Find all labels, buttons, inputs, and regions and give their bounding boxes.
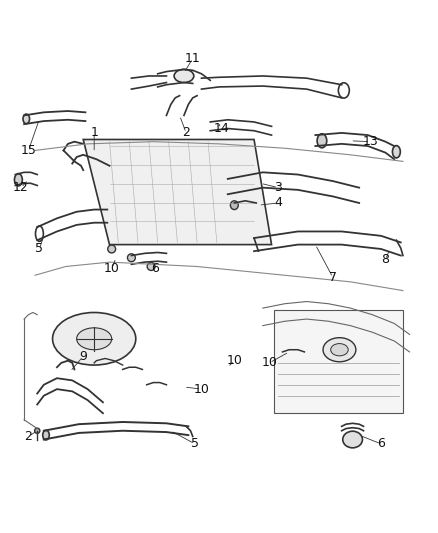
Text: 1: 1 <box>90 126 98 140</box>
Text: 2: 2 <box>182 126 190 140</box>
Text: 15: 15 <box>21 144 36 157</box>
Text: 3: 3 <box>274 181 282 194</box>
Text: 13: 13 <box>362 135 378 148</box>
Polygon shape <box>83 140 272 245</box>
Text: 6: 6 <box>152 262 159 275</box>
Text: 5: 5 <box>191 438 199 450</box>
Text: 4: 4 <box>274 197 282 209</box>
Text: 10: 10 <box>104 262 120 275</box>
Ellipse shape <box>230 201 238 209</box>
Ellipse shape <box>23 114 29 124</box>
Ellipse shape <box>174 69 194 83</box>
Text: 10: 10 <box>261 357 277 369</box>
Ellipse shape <box>14 174 22 186</box>
Ellipse shape <box>127 254 135 262</box>
Text: 12: 12 <box>13 181 29 194</box>
Text: 9: 9 <box>79 350 87 363</box>
Polygon shape <box>274 310 403 413</box>
Ellipse shape <box>392 146 400 158</box>
Ellipse shape <box>331 344 348 356</box>
Text: 6: 6 <box>377 438 385 450</box>
Text: 5: 5 <box>35 243 43 255</box>
Ellipse shape <box>147 263 155 270</box>
Text: 7: 7 <box>329 271 337 284</box>
Text: 10: 10 <box>226 354 242 367</box>
Ellipse shape <box>35 428 40 433</box>
Ellipse shape <box>53 312 136 365</box>
Ellipse shape <box>343 431 363 448</box>
Text: 2: 2 <box>25 430 32 443</box>
Text: 11: 11 <box>185 52 201 65</box>
Text: 14: 14 <box>213 122 229 135</box>
Ellipse shape <box>108 245 116 253</box>
Text: 8: 8 <box>381 253 389 266</box>
Ellipse shape <box>77 328 112 350</box>
Ellipse shape <box>42 430 49 440</box>
Ellipse shape <box>323 338 356 362</box>
Text: 10: 10 <box>194 383 209 395</box>
Ellipse shape <box>317 134 327 148</box>
